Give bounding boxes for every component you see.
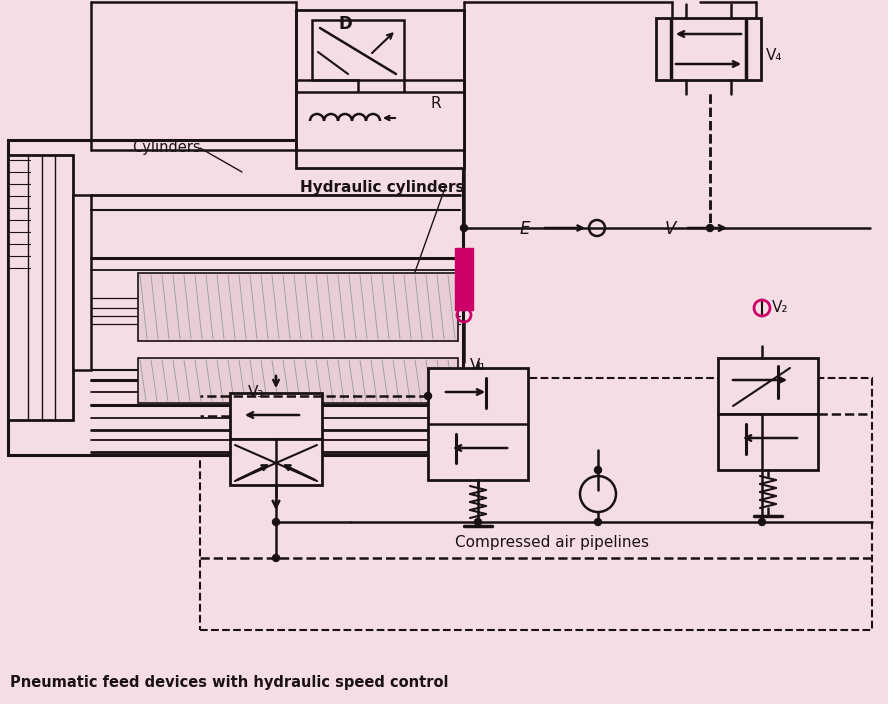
Bar — [718, 358, 818, 414]
Circle shape — [273, 519, 280, 525]
Text: V₃: V₃ — [248, 385, 265, 400]
Bar — [296, 92, 464, 150]
Text: Cylinders: Cylinders — [132, 140, 201, 155]
Bar — [200, 378, 872, 630]
Bar — [230, 393, 322, 439]
Bar — [138, 358, 458, 403]
Text: V₄: V₄ — [766, 49, 782, 63]
Text: E: E — [520, 220, 530, 238]
Text: D: D — [338, 15, 352, 33]
Bar — [428, 368, 528, 480]
Bar — [296, 10, 464, 168]
Circle shape — [707, 225, 713, 232]
Bar — [455, 248, 473, 310]
Circle shape — [461, 225, 467, 232]
Text: V₂: V₂ — [772, 300, 789, 315]
Bar — [8, 140, 463, 455]
Bar — [8, 155, 73, 420]
Text: V₁: V₁ — [470, 358, 487, 373]
Circle shape — [758, 519, 765, 525]
Text: Compressed air pipelines: Compressed air pipelines — [455, 535, 649, 550]
Text: R: R — [430, 96, 440, 111]
Bar — [138, 273, 458, 341]
Text: Hydraulic cylinders: Hydraulic cylinders — [300, 180, 464, 195]
Text: Pneumatic feed devices with hydraulic speed control: Pneumatic feed devices with hydraulic sp… — [10, 675, 448, 690]
Bar — [73, 195, 91, 370]
Circle shape — [424, 393, 432, 399]
Bar — [718, 414, 818, 470]
Circle shape — [594, 519, 601, 525]
Circle shape — [474, 519, 481, 525]
Circle shape — [273, 555, 280, 562]
Circle shape — [594, 467, 601, 474]
Bar — [312, 20, 404, 80]
Text: V: V — [665, 220, 677, 238]
Bar — [656, 18, 761, 80]
Bar — [230, 439, 322, 485]
